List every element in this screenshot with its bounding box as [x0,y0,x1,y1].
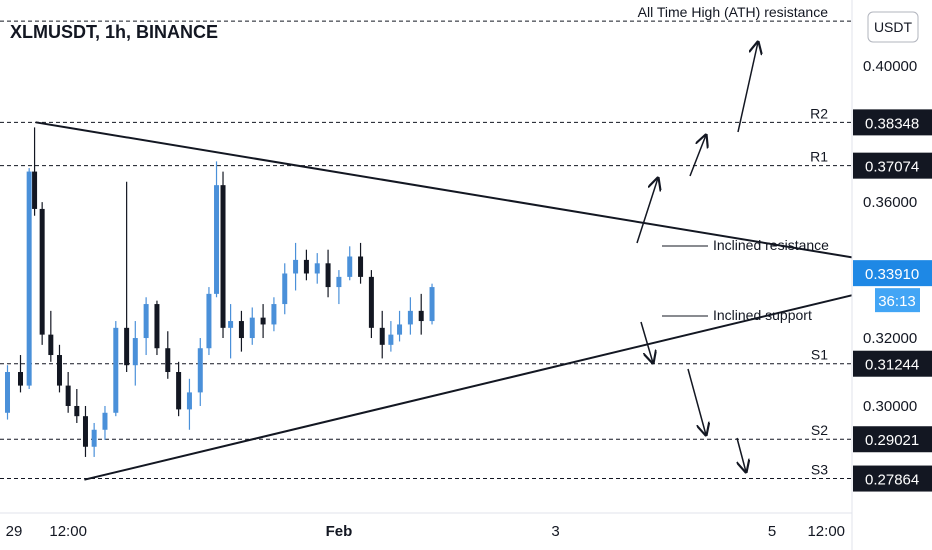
candle-body [124,327,130,366]
candle-body [48,334,54,356]
level-name-label: All Time High (ATH) resistance [638,4,829,20]
level-price-label: 0.37074 [865,159,919,176]
candle-body [336,276,342,288]
level-name-label: S1 [811,347,828,363]
projection-arrows [636,42,758,472]
level-price-label: 0.38348 [865,115,919,132]
candle-body [214,185,220,294]
x-tick-label: 12:00 [807,523,845,540]
candle-body [143,304,149,339]
candle-body [314,263,320,274]
candle-body [5,372,11,413]
candle-body [293,259,299,274]
candle-body [26,171,32,386]
level-name-label: S3 [811,462,828,478]
countdown-label: 36:13 [878,293,916,310]
candle-body [358,256,364,277]
candle-body [418,310,424,322]
candle-body [397,324,403,335]
projection-arrow [689,135,706,177]
inclined-resistance-label: Inclined resistance [713,237,829,253]
inclined-support-label: Inclined support [713,307,812,323]
inclined-support-line [84,274,932,481]
level-price-box [853,426,932,453]
candle-body [17,372,23,386]
level-price-box [853,109,932,136]
x-tick-label: 5 [768,523,776,540]
candle-body [429,287,435,322]
candle-body [56,355,62,386]
candle-body [388,334,394,345]
y-tick-label: 0.40000 [863,58,917,75]
x-tick-label: 12:00 [49,523,87,540]
x-tick-label: 3 [551,523,559,540]
candle-body [347,256,353,277]
candle-body [132,338,138,366]
level-price-box [853,152,932,179]
inclined-resistance-line [35,121,932,272]
projection-arrow [737,42,758,133]
candle-body [197,348,203,393]
candle-body [82,416,88,447]
trendlines: Inclined resistance Inclined support [35,121,932,481]
chart-title: XLMUSDT, 1h, BINANCE [10,22,218,42]
candle-body [407,310,413,325]
candle-body [91,429,97,447]
y-tick-label: 0.32000 [863,330,917,347]
candle-body [379,327,385,345]
candle-body [154,304,160,349]
candle-body [271,304,277,325]
candle-body [32,171,38,209]
countdown-box [875,288,920,313]
candle-body [176,372,182,410]
current-price-box [853,260,932,287]
unit-button[interactable]: USDT [867,11,919,43]
candle-body [65,385,71,406]
candle-body [165,348,171,373]
candle-body [282,273,288,305]
level-price-box [853,465,932,492]
candle-body [74,405,80,417]
projection-arrow [736,437,746,472]
candle-body [325,263,331,288]
level-name-label: S2 [811,422,828,438]
level-labels: All Time High (ATH) resistance R2 0.38348 R… [638,4,932,492]
candle-body [368,276,374,328]
candle-body [260,317,266,325]
candle-body [238,321,244,339]
candle-body [228,321,234,328]
candle-body [39,208,45,335]
level-name-label: R2 [810,105,828,121]
y-axis: 0.40000 0.36000 0.32000 0.30000 0.33910 36:13 [853,58,932,415]
level-price-label: 0.31244 [865,357,919,374]
y-tick-label: 0.36000 [863,194,917,211]
x-tick-label: Feb [326,523,353,540]
candlesticks [5,127,435,457]
current-price-label: 0.33910 [865,266,919,283]
level-price-box [853,350,932,377]
x-tick-label: 29 [6,523,23,540]
candle-body [102,412,108,430]
projection-arrow [687,368,706,435]
candle-body [113,327,119,413]
level-price-label: 0.27864 [865,472,919,489]
candle-body [186,392,192,410]
candle-body [206,293,212,349]
candle-body [220,185,226,328]
y-tick-label: 0.30000 [863,398,917,415]
support-resistance-levels [0,20,852,480]
projection-arrow [636,178,658,244]
unit-label: USDT [874,19,913,35]
level-name-label: R1 [810,149,828,165]
candle-body [303,259,309,274]
projection-arrow [640,321,653,363]
candle-body [249,317,255,339]
level-price-label: 0.29021 [865,432,919,449]
